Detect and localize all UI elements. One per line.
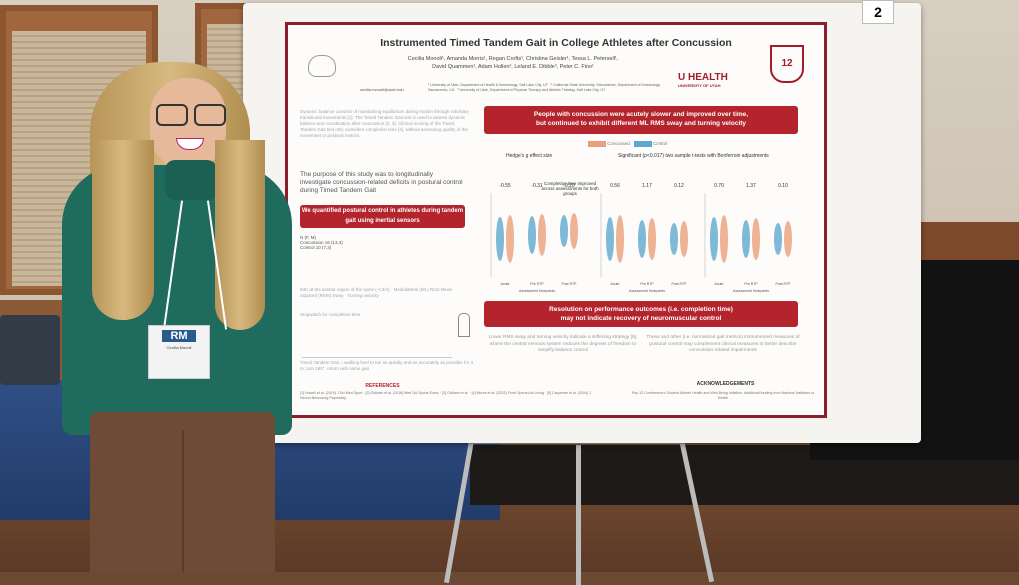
control-violin xyxy=(774,223,782,255)
concussed-violin xyxy=(538,214,546,256)
x-tick-label: Post RTP xyxy=(776,282,792,286)
x-tick-label: Pre RTP xyxy=(744,282,758,286)
legend-swatch-concussed xyxy=(588,141,606,147)
poster-title: Instrumented Timed Tandem Gait in Colleg… xyxy=(380,37,732,49)
concussed-violin xyxy=(720,215,728,263)
acknowledgements-heading: ACKNOWLEDGEMENTS xyxy=(696,381,755,387)
concussed-violin xyxy=(570,213,578,249)
references: [1] Howell et al. (2019) J Sci Med Sport… xyxy=(300,391,592,400)
result-bar-1: People with concussion were acutely slow… xyxy=(484,106,798,134)
glasses-left-lens xyxy=(156,104,188,126)
authors-line-1: Cecilia Monoli¹, Amanda Morris¹, Regan C… xyxy=(407,56,619,62)
pac12-logo: 12 xyxy=(770,45,804,83)
legend-control: Control xyxy=(652,141,668,147)
brain-icon xyxy=(308,55,336,77)
authors-line-2: David Quammen¹, Adam Hollen², Leland E. … xyxy=(432,64,594,70)
control-violin xyxy=(710,217,718,261)
x-axis-label: Assessment timepoints xyxy=(629,289,665,293)
control-violin xyxy=(528,216,536,254)
effect-size-label: -0.20 xyxy=(563,183,575,189)
x-tick-label: Pre RTP xyxy=(530,282,544,286)
table-row: Control 10 (7,3) xyxy=(300,245,332,250)
legend-swatch-control xyxy=(633,141,652,147)
affiliations: ¹ University of Utah, Department of Heal… xyxy=(428,83,661,92)
glasses-right-lens xyxy=(194,104,226,126)
result-bar-2: Resolution on performance outcomes (i.e.… xyxy=(484,301,798,327)
x-tick-label: Post RTP xyxy=(562,282,578,286)
x-tick-label: Acute xyxy=(715,282,724,286)
concussed-violin xyxy=(648,218,656,260)
violin-charts: -0.55 Acute -0.31 Pre RTP -0.20 Post RTP Asses… xyxy=(490,183,792,293)
logo-health-text: HEALTH xyxy=(688,72,728,83)
effect-size-label: 0.56 xyxy=(610,183,620,189)
x-axis-label: Assessment timepoints xyxy=(519,289,555,293)
control-violin xyxy=(496,217,504,261)
x-tick-label: Pre RTP xyxy=(640,282,654,286)
stopwatch-text: Stopwatch for completion time xyxy=(300,312,361,317)
effect-size-label: 0.10 xyxy=(778,183,788,189)
x-tick-label: Acute xyxy=(501,282,510,286)
control-violin xyxy=(742,220,750,258)
effect-size-label: -0.55 xyxy=(499,183,511,189)
name-badge: RM Cecilia Monoli xyxy=(148,325,210,379)
methods-bar: We quantified postural control in athlet… xyxy=(300,205,465,228)
university-logo: U HEALTH UNIVERSITY OF UTAH xyxy=(678,72,728,88)
references-heading: REFERENCES xyxy=(365,383,400,389)
walker-icon xyxy=(458,313,470,337)
effect-size-label: 0.12 xyxy=(674,183,684,189)
result-bar-2-line-1: Resolution on performance outcomes (i.e.… xyxy=(549,306,733,313)
logo-university-text: UNIVERSITY OF UTAH xyxy=(678,83,721,88)
concussed-violin xyxy=(752,218,760,260)
task-text: Timed Tandem Gait = walking heel to toe … xyxy=(300,360,473,371)
participant-table: N (F, M) Concussion 16 (13,3) Control 10… xyxy=(300,235,465,250)
intro-text: Dynamic balance consists of maintaining … xyxy=(300,109,469,138)
table-header: N (F, M) xyxy=(300,235,316,240)
research-poster: Instrumented Timed Tandem Gait in Colleg… xyxy=(285,22,827,418)
badge-logo: RM xyxy=(162,330,196,342)
turtleneck-collar xyxy=(165,160,217,200)
imu-text: IMU at the lumbar region of the spine (~… xyxy=(300,287,452,298)
email: cecilia.monoli@utah.edu xyxy=(360,87,404,92)
effect-size-label: 0.70 xyxy=(714,183,724,189)
concussed-violin xyxy=(784,221,792,257)
control-violin xyxy=(606,217,614,261)
poster-number-tag: 2 xyxy=(862,0,894,24)
easel-leg-middle xyxy=(576,445,581,585)
chair xyxy=(0,315,60,385)
hair-right-strand xyxy=(215,140,265,330)
purpose-text: The purpose of this study was to longitu… xyxy=(300,171,463,194)
chart-legend: Concussed Control xyxy=(588,141,667,147)
concussed-violin xyxy=(506,215,514,263)
hair-left-strand xyxy=(92,140,154,320)
table-row: Concussion 16 (13,3) xyxy=(300,240,343,245)
poster-authors: Cecilia Monoli¹, Amanda Morris¹, Regan C… xyxy=(348,55,678,71)
control-violin xyxy=(670,223,678,255)
completion-note: Completion time improved across assessme… xyxy=(541,181,599,196)
sensor-illustration xyxy=(302,327,452,358)
conclusion-left: Lower RMS sway and turning velocity indi… xyxy=(488,335,638,353)
legend-concussed: Concussed xyxy=(607,141,630,147)
conclusion-right: These and other (i.e. normalized gait me… xyxy=(646,335,800,353)
acknowledgements: Pac-12 Conference's Student-Athlete Heal… xyxy=(631,391,815,400)
control-violin xyxy=(638,220,646,258)
pants-seam xyxy=(182,430,184,572)
concussed-violin xyxy=(680,221,688,257)
wall-panel-right xyxy=(915,222,1019,262)
concussed-violin xyxy=(616,215,624,263)
result-bar-1-line-1: People with concussion were acutely slow… xyxy=(533,111,749,118)
x-axis-label: Assessment timepoints xyxy=(733,289,769,293)
control-violin xyxy=(560,215,568,247)
x-tick-label: Post RTP xyxy=(672,282,688,286)
effect-size-label: -0.31 xyxy=(531,183,543,189)
sig-label: Significant (p<0.017) two sample t-tests… xyxy=(618,153,769,159)
badge-name: Cecilia Monoli xyxy=(166,345,192,350)
effect-size-label: 1.37 xyxy=(746,183,756,189)
x-tick-label: Acute xyxy=(611,282,620,286)
result-bar-1-line-2: but continued to exhibit different ML RM… xyxy=(535,120,747,127)
effect-size-label: 1.17 xyxy=(642,183,652,189)
hedges-label: Hedge's g effect size xyxy=(506,153,553,159)
result-bar-2-line-2: may not indicate recovery of neuromuscul… xyxy=(560,315,722,322)
